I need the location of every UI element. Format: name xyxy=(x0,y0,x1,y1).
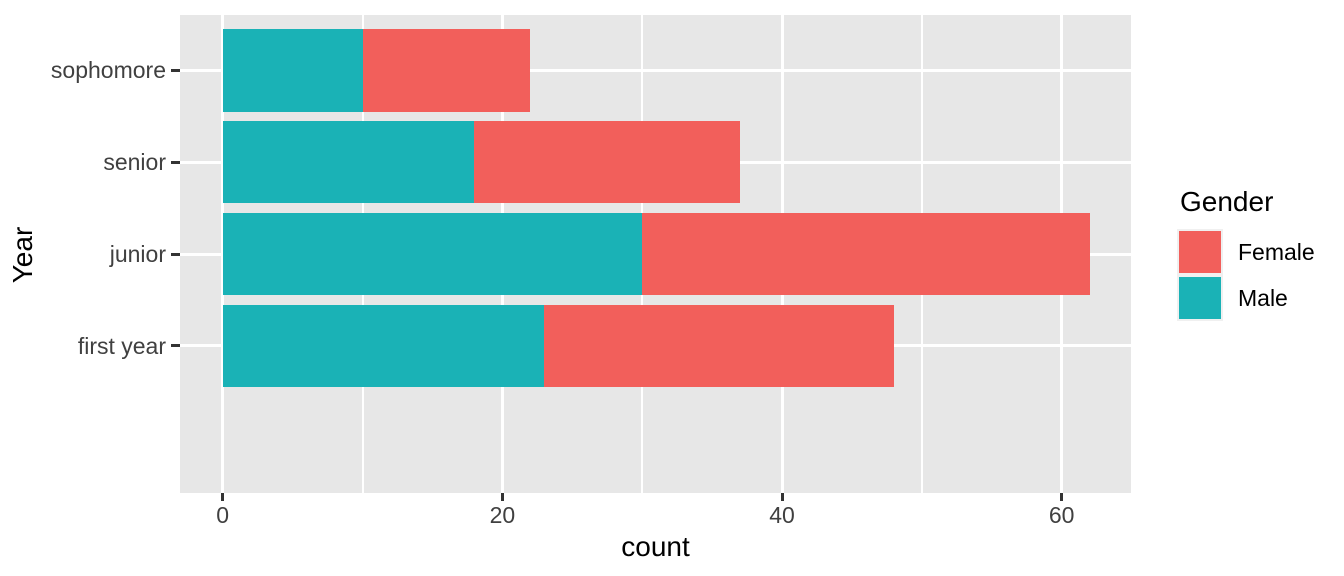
bar-segment-male xyxy=(222,120,475,204)
y-axis-tick xyxy=(171,68,180,72)
x-tick-label: 20 xyxy=(489,502,516,528)
legend-key-male xyxy=(1177,275,1223,321)
legend-key-female xyxy=(1177,229,1223,275)
y-axis-tick xyxy=(171,252,180,256)
x-tick-label: 0 xyxy=(216,502,230,528)
legend-entry-male: Male xyxy=(1177,275,1315,321)
bar-segment-female xyxy=(642,212,1090,296)
y-category-label: first year xyxy=(77,332,166,359)
y-category-label: senior xyxy=(103,149,166,176)
legend: Gender Female Male xyxy=(1177,186,1315,321)
legend-title: Gender xyxy=(1180,186,1274,217)
y-category-label: junior xyxy=(109,241,166,267)
gridline-major-y xyxy=(180,68,1131,72)
bar-segment-female xyxy=(362,28,531,112)
x-axis-tick xyxy=(780,493,784,501)
x-axis-title: count xyxy=(621,531,690,562)
x-axis-tick xyxy=(500,493,504,501)
legend-swatch-female xyxy=(1179,231,1221,273)
y-axis-tick xyxy=(171,160,180,164)
x-tick-label: 40 xyxy=(769,502,795,528)
bar-segment-male xyxy=(222,212,643,296)
bar-segment-female xyxy=(474,120,741,204)
y-axis-tick xyxy=(171,344,180,348)
bar-segment-male xyxy=(222,28,363,112)
plot-panel xyxy=(180,15,1131,493)
legend-label-male: Male xyxy=(1238,284,1288,311)
bar-segment-male xyxy=(222,304,545,388)
bar-segment-female xyxy=(544,304,894,388)
x-axis-tick xyxy=(221,493,225,501)
legend-label-female: Female xyxy=(1238,238,1315,265)
x-tick-label: 60 xyxy=(1048,502,1075,528)
x-axis-tick xyxy=(1060,493,1064,501)
legend-entry-female: Female xyxy=(1177,229,1315,275)
legend-swatch-male xyxy=(1179,277,1221,319)
y-category-label: sophomore xyxy=(50,57,166,84)
